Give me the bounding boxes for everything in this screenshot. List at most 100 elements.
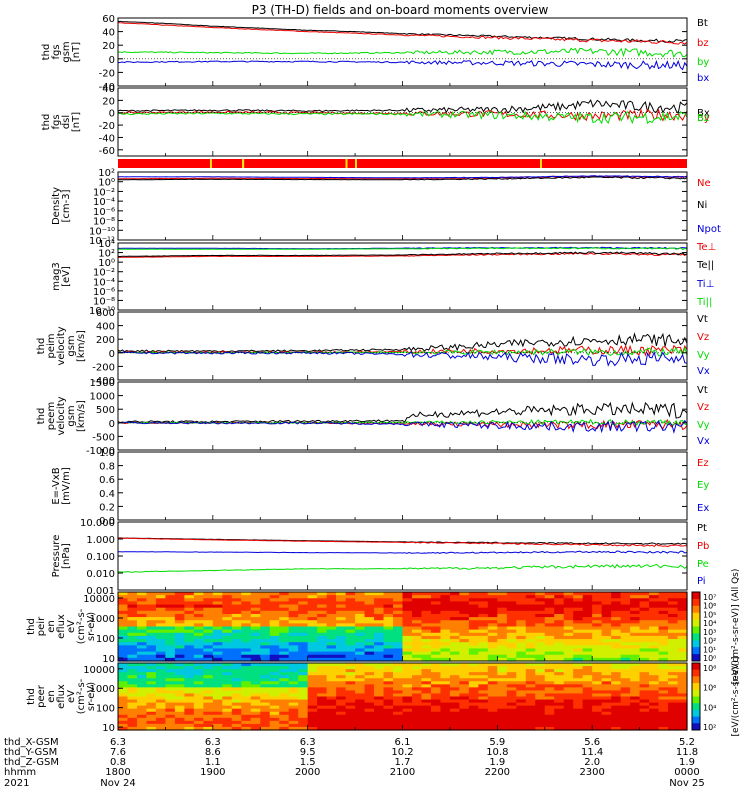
series-line-Pe	[118, 563, 687, 573]
spectrogram-cell	[383, 620, 394, 624]
spectrogram-cell	[127, 635, 138, 640]
spectrogram-cell	[165, 687, 176, 692]
spectrogram-cell	[193, 687, 204, 692]
spectrogram-cell	[601, 687, 612, 692]
spectrogram-cell	[668, 708, 679, 713]
spectrogram-cell	[592, 642, 603, 646]
spectrogram-cell	[573, 645, 584, 650]
spectrogram-cell	[231, 663, 242, 667]
spectrogram-cell	[212, 648, 223, 653]
spectrogram-cell	[658, 610, 669, 615]
series-line-Pt	[118, 537, 687, 545]
spectrogram-cell	[459, 623, 470, 628]
panel-frame	[117, 311, 688, 381]
spectrogram-cell	[630, 687, 641, 692]
spectrogram-cell	[563, 592, 574, 596]
spectrogram-cell	[535, 623, 546, 628]
spectrogram-cell	[326, 717, 337, 722]
spectrogram-cell	[573, 672, 584, 676]
spectrogram-cell	[193, 635, 204, 640]
spectrogram-cell	[298, 696, 309, 701]
spectrogram-cell	[298, 592, 309, 596]
spectrogram-cell	[336, 693, 347, 698]
spectrogram-cell	[155, 651, 167, 656]
spectrogram-cell	[440, 687, 451, 692]
spectrogram-cell	[544, 657, 555, 662]
spectrogram-cell	[411, 696, 423, 701]
spectrogram-cell	[639, 684, 650, 688]
spectrogram-cell	[677, 705, 688, 710]
spectrogram-cell	[601, 651, 612, 656]
spectrogram-cell	[544, 639, 555, 643]
spectrogram-cell	[260, 702, 271, 707]
spectrogram-cell	[639, 723, 650, 728]
spectrogram-cell	[279, 635, 290, 640]
spectrogram-cell	[222, 702, 233, 707]
spectrogram-cell	[516, 714, 527, 719]
spectrogram-cell	[222, 723, 233, 728]
spectrogram-cell	[658, 672, 669, 676]
spectrogram-cell	[525, 645, 536, 650]
spectrogram-cell	[516, 639, 527, 643]
spectrogram-cell	[449, 705, 460, 710]
ylabel-line: mag3	[51, 262, 62, 291]
spectrogram-cell	[639, 669, 650, 673]
spectrogram-cell	[127, 654, 138, 659]
spectrogram-cell	[146, 623, 157, 628]
spectrogram-cell	[506, 592, 517, 596]
spectrogram-cell	[326, 693, 337, 698]
spectrogram-cell	[554, 714, 565, 719]
spectrogram-cell	[620, 607, 631, 612]
spectrogram-cell	[307, 657, 318, 662]
spectrogram-cell	[487, 639, 498, 643]
spectrogram-cell	[459, 708, 470, 713]
spectrogram-cell	[136, 669, 148, 673]
spectrogram-cell	[639, 635, 650, 640]
spectrogram-cell	[544, 663, 555, 667]
spectrogram-cell	[136, 666, 148, 670]
spectrogram-cell	[478, 607, 489, 612]
spectrogram-cell	[582, 717, 593, 722]
spectrogram-cell	[383, 723, 394, 728]
spectrogram-cell	[326, 669, 337, 673]
spectrogram-cell	[203, 657, 214, 662]
spectrogram-cell	[421, 663, 432, 667]
spectrogram-cell	[269, 666, 280, 670]
colorbar-cell	[692, 713, 700, 718]
spectrogram-cell	[525, 669, 536, 673]
spectrogram-cell	[127, 648, 138, 653]
spectrogram-cell	[336, 651, 347, 656]
spectrogram-cell	[535, 699, 546, 704]
spectrogram-cell	[468, 696, 479, 701]
spectrogram-cell	[212, 705, 223, 710]
mode-bar-segment	[209, 159, 212, 168]
legend-Te||: Te||	[696, 260, 714, 271]
spectrogram-cell	[317, 675, 328, 679]
spectrogram-cell	[402, 678, 413, 682]
spectrogram-cell	[516, 681, 527, 685]
spectrogram-cell	[440, 666, 451, 670]
spectrogram-cell	[165, 620, 176, 624]
spectrogram-cell	[165, 595, 176, 599]
spectrogram-cell	[573, 607, 584, 612]
xaxis-y-gsm: 9.5	[300, 747, 316, 758]
spectrogram-cell	[146, 675, 157, 679]
spectrogram-cell	[393, 598, 404, 603]
spectrogram-cell	[402, 654, 413, 659]
peem_velocity-ylabel: thd peem velocity gsm [km/s]	[36, 396, 87, 435]
spectrogram-cell	[345, 702, 356, 707]
spectrogram-cell	[326, 639, 337, 643]
spectrogram-cell	[478, 626, 489, 631]
spectrogram-cell	[355, 684, 366, 688]
spectrogram-cell	[155, 642, 167, 646]
spectrogram-cell	[184, 592, 195, 596]
spectrogram-cell	[146, 720, 157, 725]
spectrogram-cell	[136, 693, 148, 698]
ylabel-line: sr-eV)	[86, 682, 97, 711]
spectrogram-cell	[563, 717, 574, 722]
spectrogram-cell	[260, 595, 271, 599]
spectrogram-cell	[155, 610, 167, 615]
spectrogram-cell	[393, 592, 404, 596]
spectrogram-cell	[279, 645, 290, 650]
spectrogram-cell	[658, 675, 669, 679]
